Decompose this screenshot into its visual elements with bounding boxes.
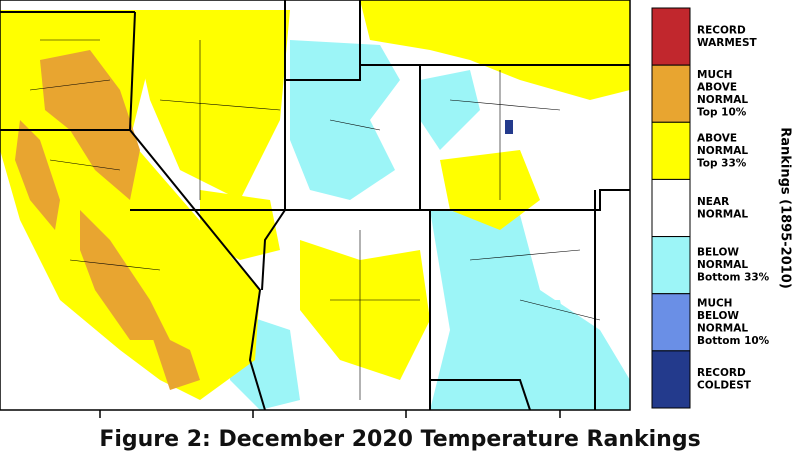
legend-label: Top 33% (697, 157, 747, 169)
legend-label: ABOVE (697, 132, 737, 144)
legend-label: WARMEST (697, 37, 758, 49)
much-above-normal-areas (15, 50, 200, 390)
map-frame (0, 0, 631, 411)
county-borders (29, 39, 601, 400)
legend-label: NORMAL (697, 94, 748, 106)
legend-label: COLDEST (697, 380, 752, 392)
legend-swatch (651, 293, 691, 352)
legend-label: NORMAL (697, 208, 748, 220)
legend-swatch (651, 64, 691, 123)
legend-label: BELOW (697, 310, 739, 322)
legend-label: Bottom 33% (697, 272, 770, 284)
record-coldest-area (505, 120, 513, 134)
legend-label: RECORD (697, 24, 746, 36)
frame-ticks (99, 410, 561, 418)
legend-label: ABOVE (697, 81, 737, 93)
legend-label: NORMAL (697, 323, 748, 335)
legend-label: MUCH (697, 298, 732, 310)
legend-swatch (651, 236, 691, 295)
legend-swatch (651, 121, 691, 180)
legend-label: NEAR (697, 196, 729, 208)
legend-title: Rankings (1895-2010) (778, 127, 793, 289)
legend-label: NORMAL (697, 145, 748, 157)
legend-label: MUCH (697, 69, 732, 81)
legend-swatch (651, 7, 691, 66)
legend-label: Top 10% (697, 106, 747, 118)
legend-swatch (651, 178, 691, 238)
legend-label: RECORD (697, 367, 746, 379)
legend-swatch (651, 350, 691, 409)
legend-label: Bottom 10% (697, 335, 770, 347)
state-borders (0, 0, 630, 411)
legend-label: NORMAL (697, 259, 748, 271)
legend-label: BELOW (697, 247, 739, 259)
caption: Figure 2: December 2020 Temperature Rank… (99, 427, 700, 452)
map (0, 0, 631, 418)
